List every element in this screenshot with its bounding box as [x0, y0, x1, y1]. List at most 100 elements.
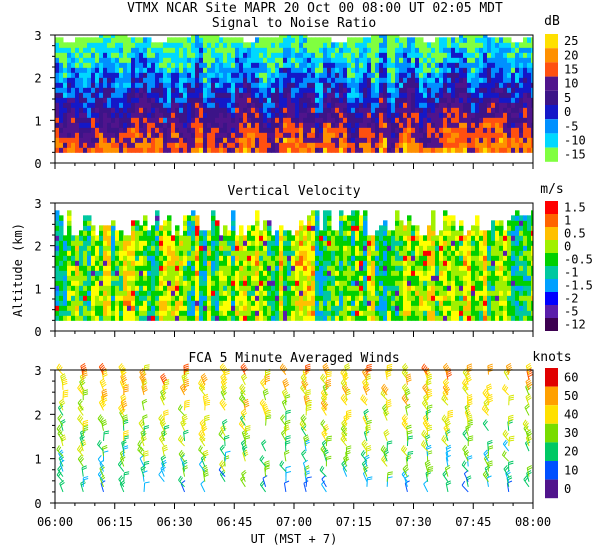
heatmap-cell [199, 67, 204, 73]
heatmap-cell [331, 97, 336, 103]
heatmap-cell [435, 147, 440, 153]
heatmap-cell [131, 82, 136, 88]
heatmap-cell [115, 97, 120, 103]
heatmap-cell [163, 147, 168, 153]
heatmap-cell [279, 225, 284, 231]
heatmap-cell [143, 220, 148, 226]
heatmap-cell [315, 102, 320, 108]
heatmap-cell [231, 87, 236, 93]
heatmap-cell [119, 260, 124, 266]
heatmap-cell [299, 245, 304, 251]
heatmap-cell [411, 310, 416, 316]
heatmap-cell [383, 82, 388, 88]
heatmap-cell [275, 112, 280, 118]
heatmap-cell [139, 107, 144, 113]
heatmap-cell [459, 265, 464, 271]
heatmap-cell [83, 310, 88, 316]
heatmap-cell [147, 57, 152, 63]
heatmap-cell [495, 122, 500, 128]
heatmap-cell [75, 132, 80, 138]
heatmap-cell [363, 132, 368, 138]
heatmap-cell [315, 72, 320, 78]
heatmap-cell [155, 72, 160, 78]
heatmap-cell [455, 270, 460, 276]
heatmap-cell [455, 72, 460, 78]
heatmap-cell [187, 315, 192, 321]
heatmap-cell [55, 300, 60, 306]
heatmap-cell [211, 82, 216, 88]
heatmap-cell [127, 87, 132, 93]
heatmap-cell [91, 147, 96, 153]
heatmap-cell [235, 122, 240, 128]
heatmap-cell [439, 230, 444, 236]
heatmap-cell [331, 280, 336, 286]
heatmap-cell [207, 245, 212, 251]
heatmap-cell [59, 255, 64, 261]
heatmap-cell [439, 255, 444, 261]
heatmap-cell [91, 260, 96, 266]
heatmap-cell [275, 270, 280, 276]
heatmap-cell [303, 147, 308, 153]
heatmap-cell [151, 47, 156, 53]
heatmap-cell [203, 290, 208, 296]
heatmap-cell [307, 127, 312, 133]
heatmap-cell [499, 102, 504, 108]
heatmap-cell [55, 87, 60, 93]
heatmap-cell [399, 265, 404, 271]
heatmap-cell [379, 285, 384, 291]
heatmap-cell [231, 102, 236, 108]
heatmap-cell [279, 82, 284, 88]
heatmap-cell [215, 285, 220, 291]
heatmap-cell [359, 127, 364, 133]
heatmap-cell [211, 255, 216, 261]
heatmap-cell [427, 87, 432, 93]
heatmap-cell [483, 107, 488, 113]
heatmap-cell [147, 112, 152, 118]
heatmap-cell [519, 137, 524, 143]
heatmap-cell [347, 250, 352, 256]
heatmap-cell [475, 275, 480, 281]
heatmap-cell [215, 235, 220, 241]
heatmap-cell [143, 107, 148, 113]
heatmap-cell [403, 107, 408, 113]
heatmap-cell [367, 127, 372, 133]
heatmap-cell [119, 127, 124, 133]
heatmap-cell [207, 147, 212, 153]
heatmap-cell [171, 72, 176, 78]
heatmap-cell [299, 57, 304, 63]
heatmap-cell [71, 67, 76, 73]
heatmap-cell [183, 127, 188, 133]
heatmap-cell [67, 57, 72, 63]
heatmap-cell [367, 97, 372, 103]
heatmap-cell [111, 137, 116, 143]
heatmap-cell [103, 57, 108, 63]
heatmap-cell [527, 117, 532, 123]
heatmap-cell [103, 47, 108, 53]
heatmap-cell [195, 137, 200, 143]
heatmap-cell [55, 310, 60, 316]
heatmap-cell [259, 97, 264, 103]
heatmap-cell [291, 77, 296, 83]
heatmap-cell [115, 270, 120, 276]
heatmap-cell [63, 295, 68, 301]
heatmap-cell [327, 220, 332, 226]
heatmap-cell [423, 62, 428, 68]
heatmap-cell [359, 137, 364, 143]
heatmap-cell [463, 72, 468, 78]
heatmap-cell [75, 52, 80, 58]
heatmap-cell [399, 230, 404, 236]
heatmap-cell [387, 35, 392, 38]
heatmap-cell [195, 215, 200, 221]
heatmap-cell [375, 57, 380, 63]
heatmap-cell [123, 245, 128, 251]
heatmap-cell [419, 37, 424, 43]
heatmap-cell [211, 310, 216, 316]
heatmap-cell [103, 122, 108, 128]
heatmap-cell [531, 142, 533, 148]
heatmap-cell [359, 255, 364, 261]
heatmap-cell [267, 315, 272, 321]
heatmap-cell [59, 57, 64, 63]
heatmap-cell [151, 300, 156, 306]
heatmap-cell [427, 57, 432, 63]
